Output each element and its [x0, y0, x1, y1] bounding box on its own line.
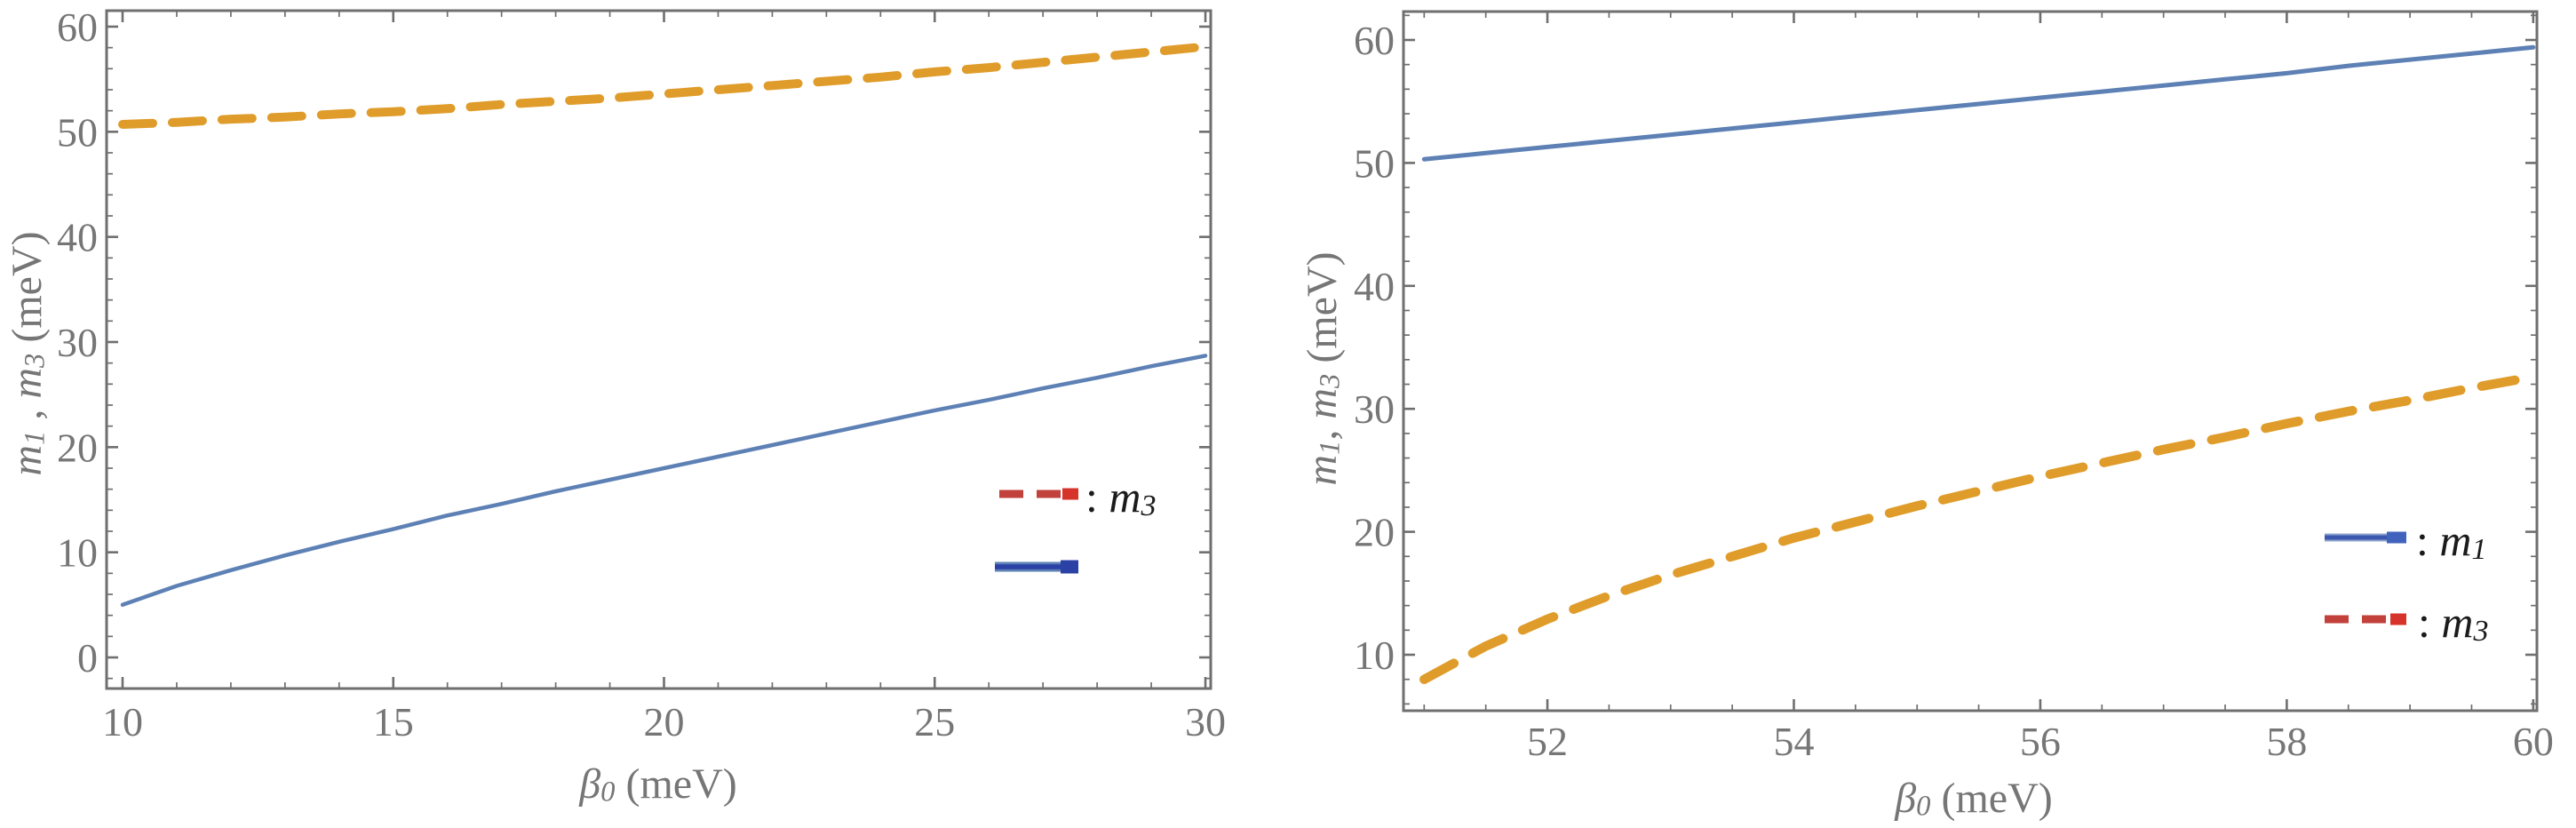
right-x-axis-title: β0 (meV) [1894, 775, 2053, 823]
legend-label: : m1 [2416, 515, 2487, 566]
left-x-tick-label: 30 [1185, 699, 1226, 744]
legend-label: : m3 [2418, 597, 2489, 648]
right-y-axis-title: m1, m3 (meV) [1299, 251, 1347, 485]
left-y-tick-label: 50 [57, 109, 98, 155]
right-x-tick-label: 58 [2266, 719, 2307, 764]
legend-swatch-cap [2390, 613, 2406, 625]
right-y-tick-label: 60 [1354, 17, 1395, 62]
left-y-tick-label: 20 [57, 425, 98, 470]
legend-swatch-cap [1062, 488, 1078, 500]
legend-swatch-cap [2387, 531, 2406, 544]
right-y-tick-label: 50 [1354, 140, 1395, 186]
right-plot: 52 54 56 58 60 10 20 30 40 50 60 β0 (meV) m1, m3 (me… [1299, 10, 2554, 823]
right-x-tick-label: 52 [1527, 719, 1568, 764]
right-x-tick-label: 60 [2513, 719, 2554, 764]
left-y-tick-label: 30 [57, 319, 98, 364]
right-y-tick-label: 40 [1354, 263, 1395, 308]
left-m3-curve [118, 42, 1210, 129]
left-m1-curve [120, 354, 1208, 608]
left-y-tick-label: 60 [57, 4, 98, 49]
left-y-tick-label: 40 [57, 214, 98, 259]
right-x-tick-label: 54 [1773, 719, 1814, 764]
left-x-axis-title: β0 (meV) [578, 760, 737, 808]
left-plot-frame [105, 9, 1212, 690]
right-m3-curve [1419, 371, 2539, 684]
left-x-tick-label: 25 [914, 699, 955, 744]
right-y-tick-label: 10 [1354, 633, 1395, 678]
right-plot-frame [1402, 10, 2539, 713]
left-y-tick-label: 10 [57, 529, 98, 575]
left-y-axis-title: m1 , m3 (meV) [4, 231, 52, 475]
legend-label: : m3 [1085, 472, 1157, 522]
right-y-tick-label: 30 [1354, 386, 1395, 432]
right-x-tick-label: 56 [2020, 719, 2061, 764]
left-x-tick-label: 20 [644, 699, 685, 744]
legend-swatch-cap [1061, 560, 1078, 574]
left-y-tick-label: 0 [77, 634, 98, 680]
left-x-tick-label: 15 [373, 699, 414, 744]
right-y-tick-label: 20 [1354, 509, 1395, 554]
right-m1-curve [1421, 44, 2536, 162]
left-x-tick-label: 10 [102, 699, 143, 744]
